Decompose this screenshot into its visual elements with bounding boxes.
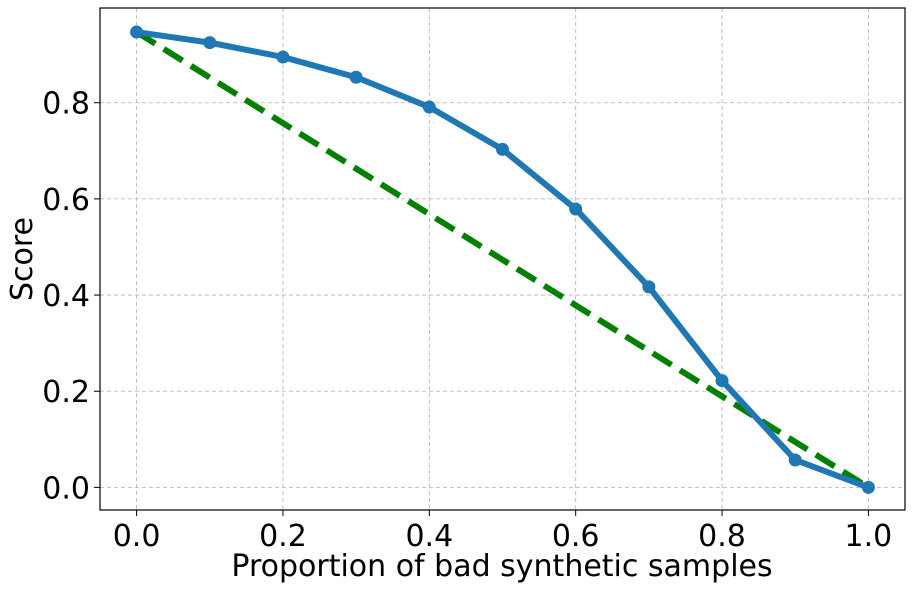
x-tick-label: 0.6 — [552, 519, 600, 554]
score-data-point — [642, 280, 656, 294]
y-tick-label: 0.2 — [42, 375, 90, 410]
x-tick-label: 0.2 — [259, 519, 307, 554]
y-tick-label: 0.0 — [42, 471, 90, 506]
x-axis-label: Proportion of bad synthetic samples — [231, 549, 772, 584]
y-tick-label: 0.8 — [42, 87, 90, 122]
series-layer — [130, 25, 875, 494]
score-data-point — [496, 142, 509, 156]
y-axis-label: Score — [5, 217, 40, 301]
y-tick-label: 0.4 — [42, 279, 90, 314]
score-data-point — [276, 50, 290, 64]
x-tick-label: 0.0 — [113, 519, 161, 554]
grid — [100, 8, 905, 510]
x-tick-label: 0.4 — [405, 519, 453, 554]
score-data-point — [203, 36, 217, 50]
score-data-point — [349, 70, 363, 84]
ticks: 0.0 0.2 0.4 0.6 0.8 1.0 0.0 0.2 0.4 0.6 0.8 — [42, 87, 892, 554]
score-data-point — [569, 202, 583, 216]
score-data-point — [861, 480, 875, 494]
x-tick-label: 1.0 — [845, 519, 893, 554]
x-tick-label: 0.8 — [698, 519, 746, 554]
y-tick-label: 0.6 — [42, 183, 90, 218]
plot-frame — [99, 7, 906, 511]
score-data-point — [788, 453, 802, 467]
score-data-point — [130, 25, 144, 39]
score-data-point — [715, 374, 729, 388]
score-data-point — [422, 100, 436, 114]
